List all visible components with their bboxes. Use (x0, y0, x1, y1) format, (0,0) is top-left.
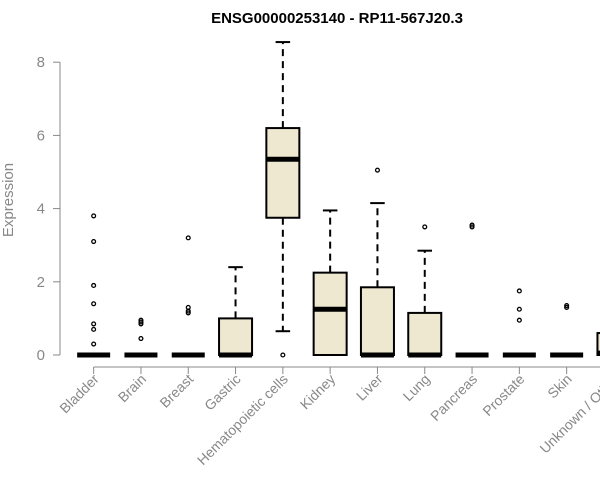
x-tick-label: Prostate (479, 371, 527, 419)
outlier-point (91, 238, 97, 245)
x-tick-label: Pancreas (427, 371, 480, 424)
x-tick-label: Skin (544, 371, 575, 402)
box-lung (407, 224, 443, 358)
outlier-point (280, 352, 286, 358)
outlier-point (516, 317, 522, 323)
box-body (218, 317, 254, 356)
x-tick-label: Gastric (201, 371, 244, 414)
outlier-point (91, 213, 97, 219)
y-axis: 0 2 4 6 8 (37, 54, 61, 364)
y-axis-label: Expression (0, 163, 17, 237)
box-body (359, 286, 395, 357)
y-tick-label: 0 (37, 347, 45, 364)
outlier-point (469, 222, 475, 228)
outlier-point (564, 304, 570, 310)
box-liver (359, 167, 395, 358)
box-hematopoietic-cells (265, 41, 301, 358)
x-tick-label: Lung (400, 371, 433, 404)
box-pancreas (455, 222, 489, 358)
box-prostate (502, 288, 536, 358)
outlier-point (564, 303, 570, 309)
box-unknown-other (596, 332, 600, 357)
outlier-point (422, 224, 428, 230)
chart-title: ENSG00000253140 - RP11-567J20.3 (211, 10, 463, 27)
x-tick-label: Hematopoietic cells (194, 371, 291, 468)
box-brain (124, 317, 158, 358)
outlier-point (91, 321, 97, 327)
outlier-point (138, 317, 144, 323)
outlier-point (516, 306, 522, 312)
outlier-point (138, 335, 144, 342)
outlier-point (91, 282, 97, 289)
box-bladder (77, 213, 111, 358)
x-tick-label: Bladder (56, 371, 102, 417)
box-body (407, 311, 443, 357)
y-tick-label: 6 (37, 127, 45, 144)
box-breast (171, 235, 205, 358)
boxes-group (77, 41, 600, 358)
outlier-point (469, 224, 475, 230)
box-body (265, 127, 301, 219)
outlier-point (91, 301, 97, 307)
y-tick-label: 8 (37, 54, 45, 71)
outlier-point (185, 310, 191, 316)
outlier-point (516, 288, 522, 294)
x-tick-label: Liver (353, 371, 386, 404)
outlier-point (185, 235, 191, 241)
x-tick-label: Breast (156, 371, 196, 411)
outlier-point (138, 319, 144, 325)
outlier-point (374, 167, 381, 173)
y-tick-label: 2 (37, 274, 45, 291)
y-tick-label: 4 (37, 201, 45, 218)
x-tick-label: Kidney (297, 371, 339, 413)
box-gastric (218, 266, 254, 358)
outlier-point (91, 326, 97, 332)
outlier-point (185, 304, 191, 310)
outlier-point (91, 341, 97, 347)
box-skin (550, 303, 584, 358)
box-kidney (312, 209, 348, 356)
x-tick-label: Brain (115, 371, 149, 405)
box-body (312, 271, 348, 356)
box-body (596, 332, 600, 357)
